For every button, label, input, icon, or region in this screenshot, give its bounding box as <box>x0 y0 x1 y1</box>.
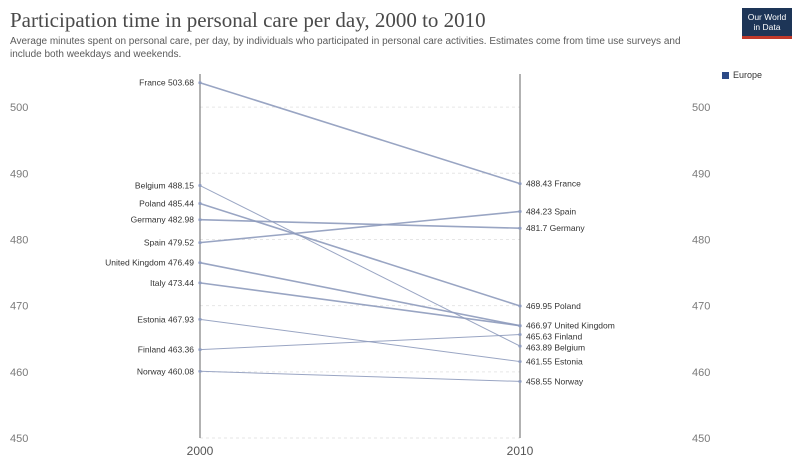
y-tick-label-left: 490 <box>10 168 28 180</box>
y-tick-label-left: 480 <box>10 234 28 246</box>
point-2010 <box>518 324 522 328</box>
point-2000 <box>198 281 202 285</box>
y-tick-label-right: 480 <box>692 234 710 246</box>
series-line-norway <box>199 370 521 382</box>
left-label: Norway 460.08 <box>137 366 194 376</box>
series-line-poland <box>199 202 521 307</box>
logo-line-2: in Data <box>753 22 781 32</box>
series-line-belgium <box>199 185 521 347</box>
right-label: 484.23 Spain <box>526 206 576 216</box>
series-line-spain <box>199 210 521 244</box>
series-line-italy <box>199 282 521 327</box>
point-2010 <box>518 182 522 186</box>
y-tick-label-left: 450 <box>10 433 28 445</box>
left-label: United Kingdom 476.49 <box>105 258 194 268</box>
right-label: 458.55 Norway <box>526 376 584 386</box>
point-2000 <box>198 261 202 265</box>
y-tick-label-left: 460 <box>10 367 28 379</box>
left-label: Italy 473.44 <box>150 278 194 288</box>
right-label: 469.95 Poland <box>526 301 581 311</box>
left-label: Poland 485.44 <box>139 198 194 208</box>
point-2010 <box>518 304 522 308</box>
point-2000 <box>198 81 202 85</box>
x-tick-label-2010: 2010 <box>507 444 534 458</box>
point-2000 <box>198 183 202 188</box>
legend[interactable]: Europe <box>722 70 762 80</box>
series-line-finland <box>199 334 521 351</box>
series-line-estonia <box>199 318 521 363</box>
right-label: 465.63 Finland <box>526 332 583 342</box>
y-tick-label-right: 450 <box>692 433 710 445</box>
point-2000 <box>198 347 202 352</box>
point-2010 <box>518 226 522 230</box>
x-tick-label-2000: 2000 <box>187 444 214 458</box>
legend-swatch <box>722 71 729 79</box>
point-2000 <box>198 369 202 373</box>
left-label: Finland 463.36 <box>138 345 195 355</box>
point-2010 <box>518 359 522 364</box>
point-2000 <box>198 317 202 321</box>
left-label: Germany 482.98 <box>131 215 195 225</box>
y-tick-label-right: 470 <box>692 301 710 313</box>
left-label: France 503.68 <box>139 78 194 88</box>
chart-title: Participation time in personal care per … <box>10 8 486 32</box>
left-label: Spain 479.52 <box>144 238 194 248</box>
point-2000 <box>198 218 202 222</box>
right-label: 481.7 Germany <box>526 223 585 233</box>
series-line-france <box>199 81 521 185</box>
point-2000 <box>198 201 202 206</box>
point-2010 <box>518 344 522 348</box>
right-label: 488.43 France <box>526 179 581 189</box>
y-tick-label-left: 500 <box>10 102 28 114</box>
right-label: 466.97 United Kingdom <box>526 321 615 331</box>
y-tick-label-right: 490 <box>692 168 710 180</box>
y-tick-label-right: 460 <box>692 367 710 379</box>
series-line-germany <box>199 218 521 230</box>
point-2000 <box>198 241 202 245</box>
series-line-united-kingdom <box>199 261 521 327</box>
legend-label: Europe <box>733 70 763 80</box>
left-label: Belgium 488.15 <box>135 181 194 191</box>
owid-logo[interactable]: Our World in Data <box>742 8 792 39</box>
right-label: 461.55 Estonia <box>526 357 583 367</box>
left-label: Estonia 467.93 <box>137 314 194 324</box>
right-label: 463.89 Belgium <box>526 343 585 353</box>
point-2010 <box>518 332 522 337</box>
y-tick-label-left: 470 <box>10 301 28 313</box>
point-2010 <box>518 379 522 384</box>
logo-line-1: Our World <box>747 12 787 22</box>
y-tick-label-right: 500 <box>692 102 710 114</box>
chart-subtitle: Average minutes spent on personal care, … <box>10 36 681 60</box>
point-2010 <box>518 209 522 214</box>
